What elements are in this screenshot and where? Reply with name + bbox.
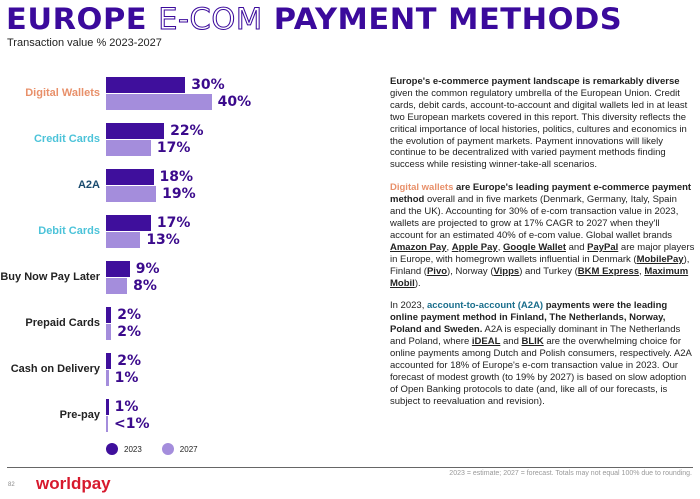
bar-2027	[106, 278, 128, 294]
text-segment: PayPal	[587, 241, 619, 253]
text-segment: are the overwhelming choice for online p…	[390, 336, 692, 407]
value-label-2027: <1%	[114, 416, 150, 432]
text-segment: are major players in Europe, with homegr…	[390, 241, 695, 265]
text-segment: ), Norway (	[447, 265, 494, 277]
legend-label-2027: 2027	[179, 444, 198, 454]
paragraph: In 2023, account-to-account (A2A) paymen…	[390, 300, 695, 407]
category-label: Debit Cards	[38, 225, 100, 237]
value-label-2027: 8%	[133, 278, 157, 294]
text-segment: account-to-account (A2A)	[426, 300, 544, 312]
value-label-2023: 22%	[170, 123, 204, 139]
bar-2027	[106, 140, 151, 156]
page-title: EUROPE E-COM PAYMENT METHODS	[6, 2, 623, 37]
text-segment: Vipps	[493, 265, 520, 277]
value-label-2027: 17%	[156, 140, 191, 156]
bar-2023	[106, 399, 109, 415]
legend-swatch-2027	[161, 443, 174, 455]
text-segment: overall and in five markets (Denmark, Ge…	[390, 194, 679, 241]
value-label-2027: 19%	[162, 186, 196, 202]
text-segment: A2A is especially dominant in The Nether…	[390, 324, 681, 348]
value-label-2023: 2%	[117, 353, 142, 369]
value-label-2023: 30%	[191, 77, 225, 93]
bar-2027	[106, 370, 109, 386]
title-outline-part: E-COM	[158, 2, 263, 37]
category-label: Credit Cards	[33, 133, 100, 145]
text-segment: BLIK	[521, 336, 544, 348]
bar-2023	[106, 261, 130, 277]
category-label: A2A	[77, 179, 100, 191]
footer-divider	[7, 467, 693, 468]
bar-2027	[106, 232, 141, 248]
text-segment: Apple Pay	[451, 241, 498, 253]
text-segment: Amazon Pay	[390, 241, 447, 253]
value-label-2027: 2%	[117, 324, 142, 340]
text-segment: ,	[446, 241, 452, 253]
text-segment: ).	[414, 277, 421, 289]
bar-2027	[106, 324, 112, 340]
text-segment: Google Wallet	[503, 241, 566, 253]
category-label: Digital Wallets	[25, 87, 100, 99]
text-segment: Europe's e-commerce payment landscape is…	[390, 76, 680, 87]
text-segment: MobilePay	[636, 253, 684, 265]
bar-2023	[106, 353, 112, 369]
value-label-2023: 18%	[159, 169, 194, 185]
footnote: 2023 = estimate; 2027 = forecast. Totals…	[449, 470, 692, 477]
bar-2023	[106, 215, 151, 231]
bar-2023	[106, 77, 186, 93]
worldpay-logo: worldpay	[36, 474, 111, 493]
value-label-2023: 9%	[135, 261, 160, 277]
value-label-2023: 17%	[156, 215, 191, 231]
title-part: EUROPE	[6, 2, 159, 36]
text-segment: BKM Express	[577, 265, 640, 277]
legend-swatch-2023	[106, 443, 118, 455]
bar-2027	[106, 186, 157, 202]
text-segment: and	[500, 336, 522, 348]
value-label-2023: 2%	[117, 307, 142, 323]
category-label: Prepaid Cards	[25, 317, 100, 329]
value-label-2027: 40%	[217, 94, 252, 110]
bar-2027	[106, 94, 212, 110]
bar-2027	[106, 416, 108, 432]
bar-2023	[106, 123, 165, 139]
bar-2023	[106, 307, 112, 323]
title-part: PAYMENT METHODS	[262, 2, 623, 36]
body-text: Europe's e-commerce payment landscape is…	[390, 76, 695, 419]
text-segment: In 2023,	[390, 300, 427, 312]
bar-2023	[106, 169, 154, 185]
category-label: Buy Now Pay Later	[0, 271, 100, 283]
chart-legend: 2023 2027	[106, 443, 198, 455]
legend-label-2023: 2023	[124, 444, 142, 454]
text-segment: are Europe's leading payment e-commerce …	[390, 182, 692, 206]
value-label-2027: 13%	[146, 232, 180, 248]
text-segment: and	[565, 241, 588, 253]
paragraph: Europe's e-commerce payment landscape is…	[390, 76, 695, 171]
text-segment: ) and Turkey (	[519, 265, 578, 277]
paragraph: Digital wallets are Europe's leading pay…	[390, 182, 695, 289]
text-segment: Digital wallets	[390, 182, 454, 194]
chart-subtitle: Transaction value % 2023-2027	[7, 37, 162, 49]
text-segment: Pivo	[426, 265, 448, 277]
text-segment: payments were the leading online payment…	[390, 300, 668, 336]
value-label-2027: 1%	[114, 370, 139, 386]
text-segment: ,	[497, 241, 503, 253]
text-segment: ), Finland (	[390, 253, 690, 277]
text-segment: ,	[639, 265, 645, 277]
category-label: Pre-pay	[59, 409, 100, 421]
value-label-2023: 1%	[114, 399, 139, 415]
text-segment: Maximum Mobil	[390, 265, 689, 289]
page-number: 82	[8, 482, 15, 488]
text-segment: iDEAL	[471, 336, 501, 348]
text-segment: given the common regulatory umbrella of …	[390, 87, 688, 171]
category-label: Cash on Delivery	[10, 363, 100, 375]
